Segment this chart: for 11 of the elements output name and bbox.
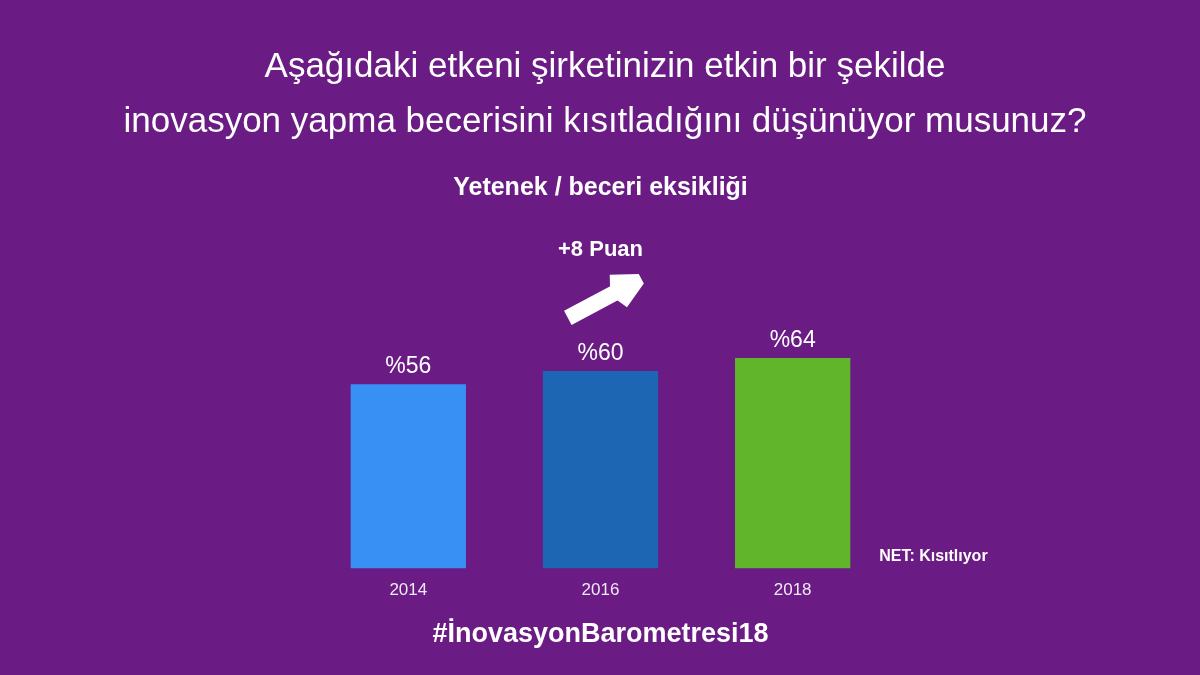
data-label: %56 (385, 352, 432, 379)
chart-subtitle: Yetenek / beceri eksikliği (453, 171, 748, 200)
annotation: NET: Kısıtlıyor (879, 547, 988, 565)
data-label: %60 (577, 339, 624, 366)
text: +8 Puan (558, 235, 643, 261)
x-tick-label: 2016 (581, 579, 620, 599)
text: #İnovasyonBarometresi18 (432, 617, 769, 648)
x-tick-label: 2014 (389, 579, 428, 599)
chart-title: Aşağıdaki etkeni şirketinizin etkin bir şekilde inovasyon yapma becerisini kısıtladığını düşünüyor musunuz? (123, 44, 1087, 141)
data-label: %64 (769, 325, 816, 352)
x-tick-label: 2018 (773, 579, 812, 599)
